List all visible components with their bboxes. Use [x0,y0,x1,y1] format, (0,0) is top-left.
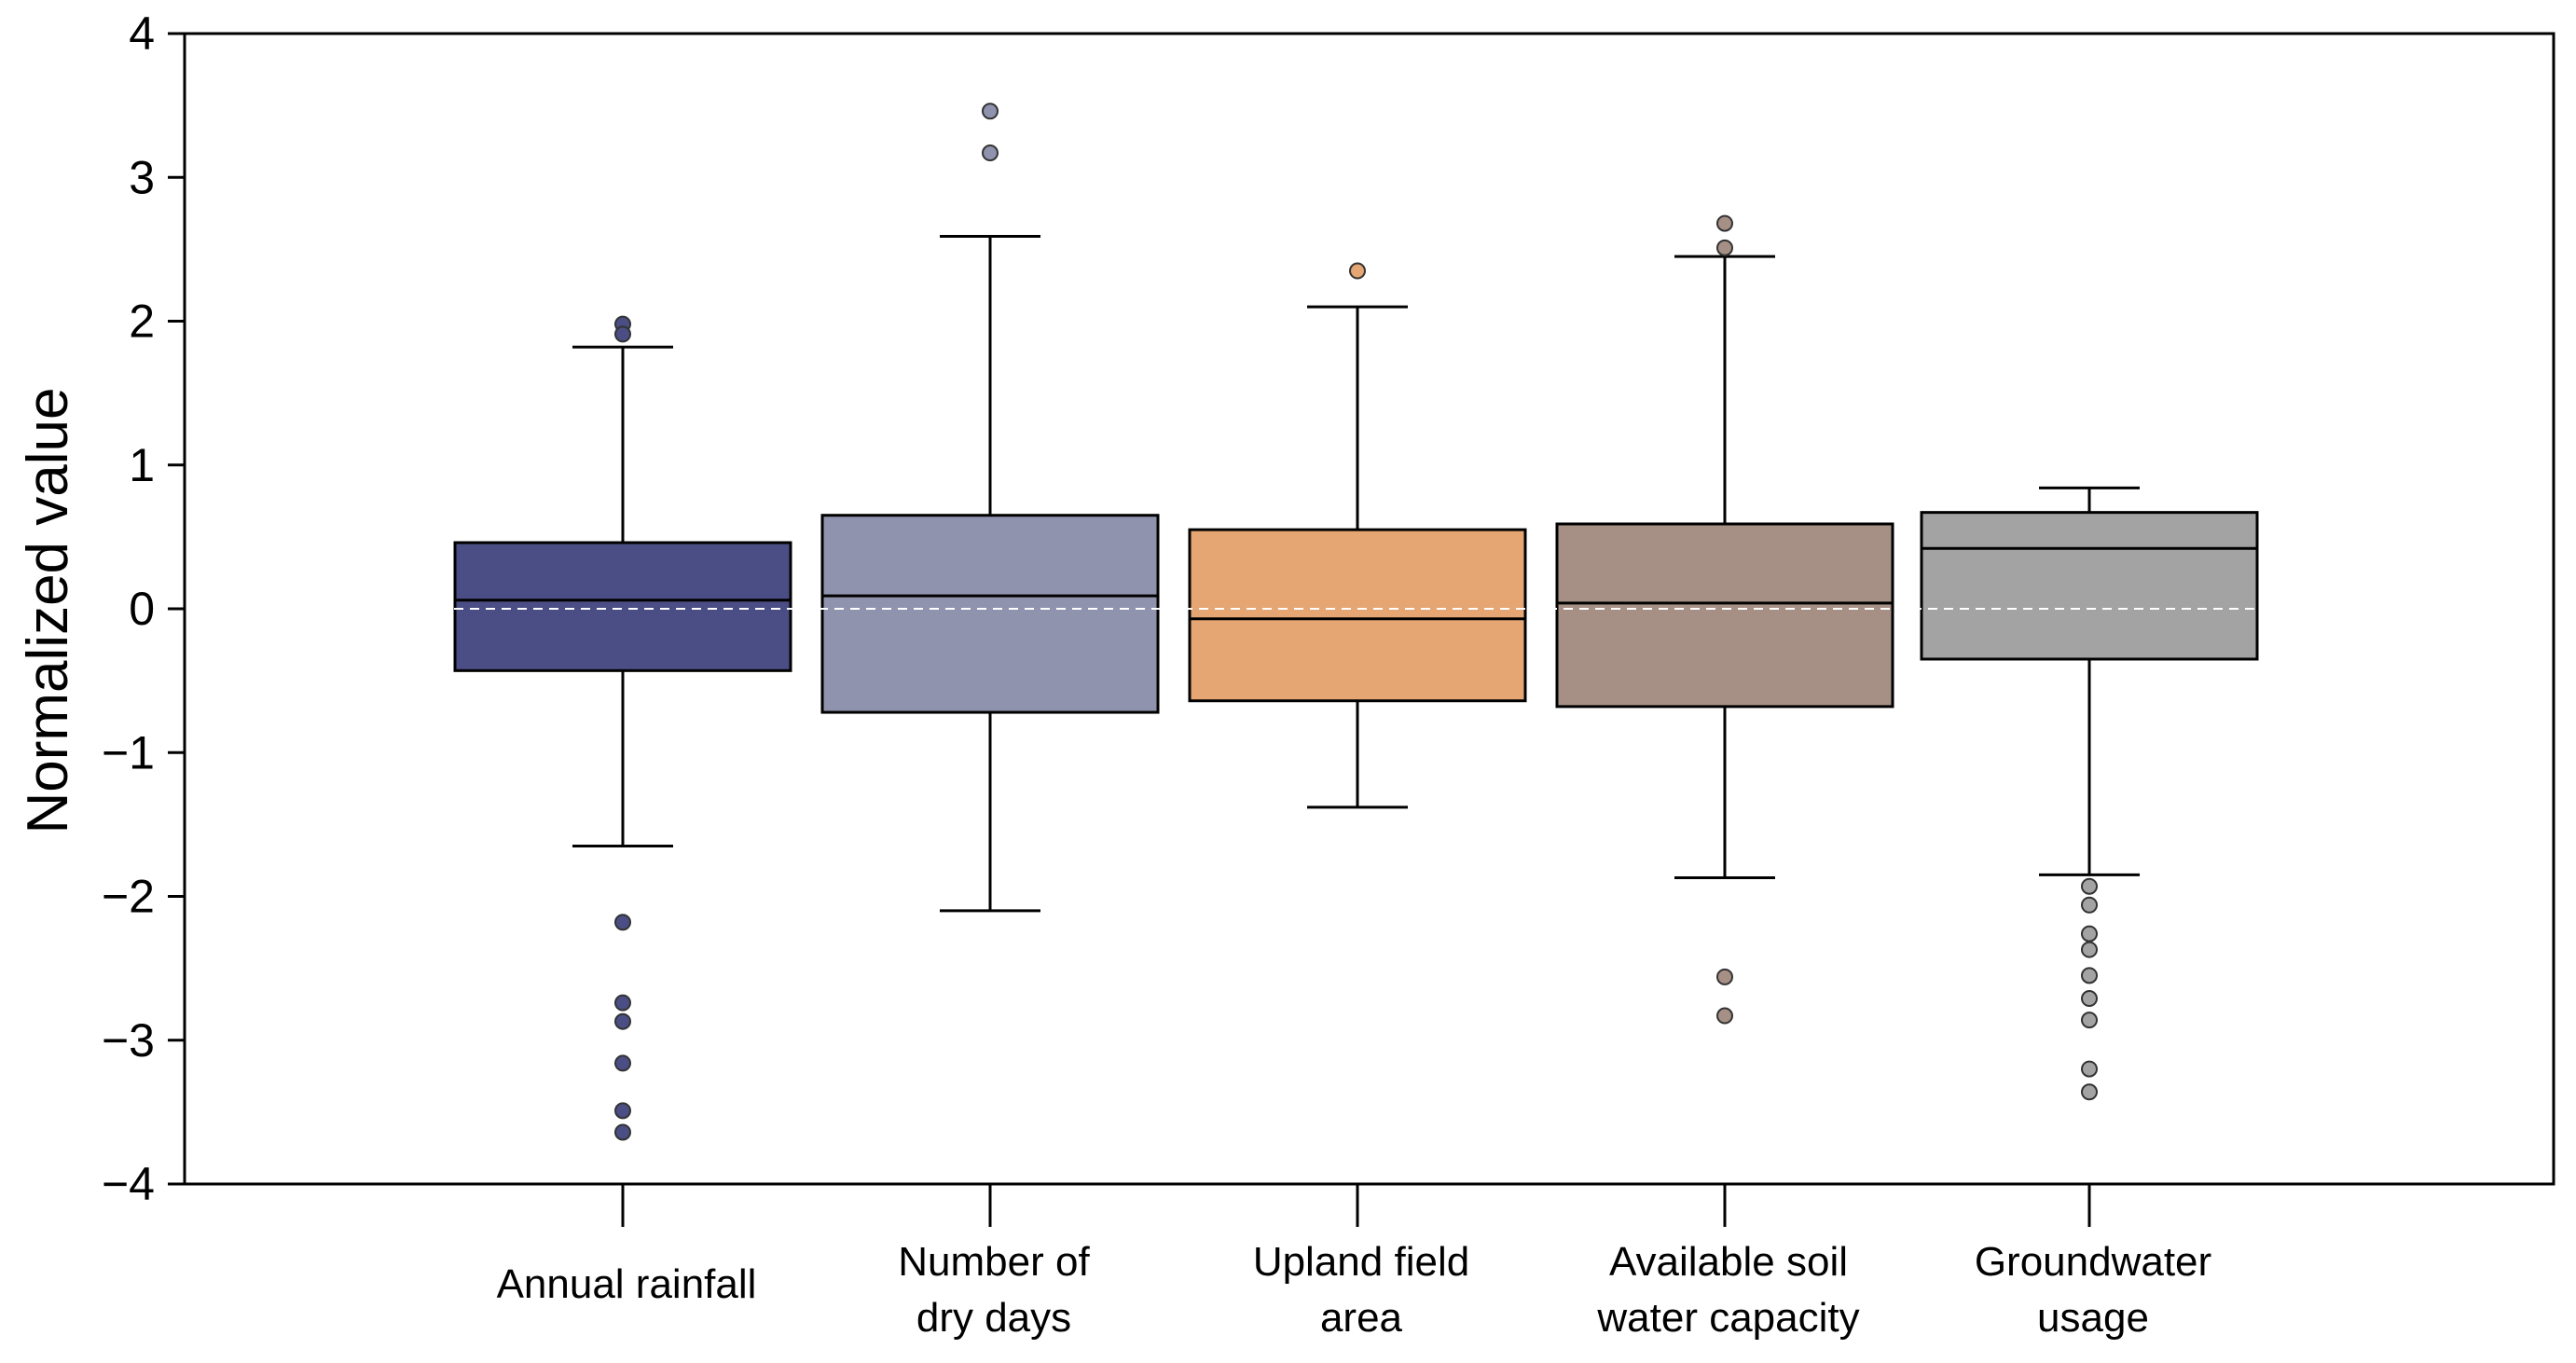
y-tick-label: −2 [102,871,155,923]
y-tick-label: 1 [129,439,155,491]
outlier-point [2081,896,2098,914]
box-group-3 [1555,255,1894,879]
x-tick-label: water capacity [1596,1295,1859,1341]
y-tick-label: −4 [102,1158,155,1210]
outliers-layer [614,103,2098,1141]
x-tick-label: usage [2037,1295,2149,1341]
x-tick-label: Upland field [1253,1239,1469,1285]
outlier-point [2081,877,2098,895]
x-tick-label: Available soil [1609,1239,1848,1285]
y-axis: 4 3 2 1 0 −1 −2 −3 −4 [102,7,185,1210]
outlier-point [614,1012,631,1030]
y-tick-label: −1 [102,726,155,778]
boxes-layer [453,234,2259,913]
box-group-0 [453,345,792,848]
y-tick-label: 4 [129,7,155,60]
y-tick-label: 0 [129,583,155,635]
outlier-point [2081,925,2098,943]
outlier-point [614,1123,631,1141]
outlier-point [614,1054,631,1072]
x-tick-label: Number of [898,1239,1090,1285]
box-iqr [1555,522,1894,709]
outlier-point [2081,1060,2098,1078]
outlier-point [2081,941,2098,958]
outlier-point [614,994,631,1012]
box-iqr [453,541,792,672]
outlier-point [982,145,999,162]
y-tick-label: −3 [102,1014,155,1067]
outlier-point [614,325,631,343]
outlier-point [1716,1007,1733,1025]
outlier-point [1716,968,1733,985]
box-iqr [820,514,1160,714]
outlier-point [1716,214,1733,232]
outlier-point [2081,990,2098,1008]
box-group-1 [820,234,1160,913]
x-axis: Annual rainfall Number of dry days Upland f… [497,1184,2211,1341]
outlier-point [1716,239,1733,256]
outlier-point [2081,1083,2098,1101]
outlier-point [614,1102,631,1120]
outlier-point [982,103,999,120]
box-iqr [1188,528,1527,703]
y-axis-label: Normalized value [16,388,80,834]
x-tick-label: area [1320,1295,1403,1341]
outlier-point [2081,1012,2098,1029]
box-group-2 [1188,305,1527,809]
y-tick-label: 2 [129,296,155,348]
outlier-point [2081,967,2098,984]
x-tick-label: Annual rainfall [497,1261,757,1307]
box-iqr [1920,511,2259,661]
outlier-point [614,914,631,931]
x-tick-label: dry days [916,1295,1071,1341]
outlier-point [1349,262,1366,280]
y-tick-label: 3 [129,151,155,203]
x-tick-label: Groundwater [1975,1239,2211,1285]
box-group-4 [1920,486,2259,876]
